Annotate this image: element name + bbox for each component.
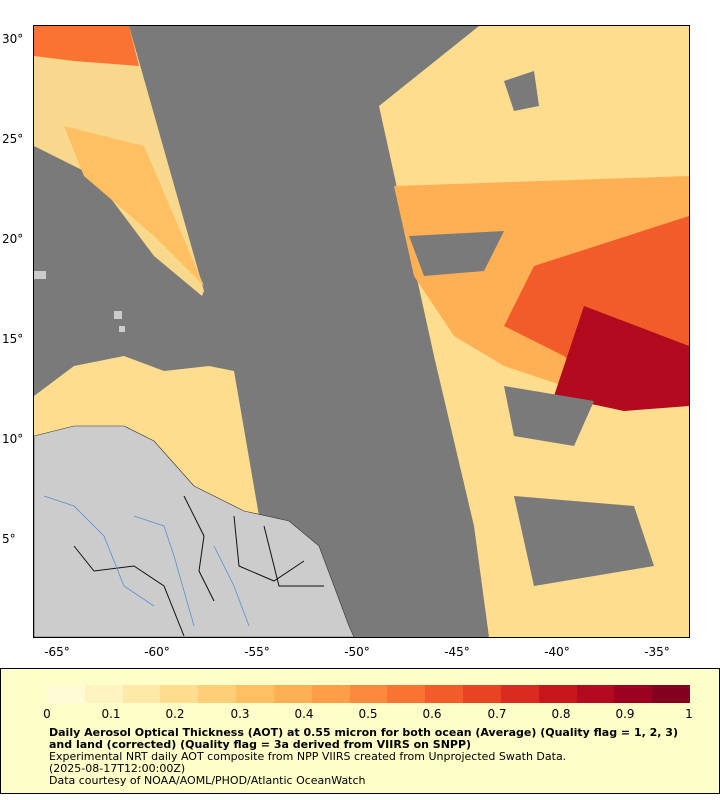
country-borders-2 [183, 495, 215, 602]
colorbar-swatch [387, 685, 426, 703]
colorbar-swatch [160, 685, 199, 703]
rivers-2 [133, 515, 195, 627]
colorbar-tick: 0.5 [358, 707, 378, 721]
colorbar-swatch [652, 685, 691, 703]
left-swath-plume [34, 26, 139, 66]
lat-tick-label: 25° [2, 132, 24, 146]
colorbar-tick: 0.8 [551, 707, 571, 721]
colorbar-swatch [84, 685, 123, 703]
colorbar-tick: 1 [685, 707, 693, 721]
left-swath-lower [34, 356, 259, 516]
lon-tick-label: -50° [344, 645, 370, 659]
island [34, 271, 46, 279]
colorbar-tick: 0.3 [230, 707, 250, 721]
colorbar-tick: 0.2 [165, 707, 185, 721]
colorbar-swatch [614, 685, 653, 703]
cloud-gap-2 [409, 231, 504, 276]
lat-tick-label: 5° [2, 532, 16, 546]
lon-tick-label: -45° [444, 645, 470, 659]
colorbar-swatch [500, 685, 539, 703]
cloud-gap-3 [504, 386, 594, 446]
colorbar-tick: 0.1 [101, 707, 121, 721]
colorbar-swatch [122, 685, 161, 703]
colorbar-swatch [273, 685, 312, 703]
rivers [43, 495, 155, 607]
caption-title: Daily Aerosol Optical Thickness (AOT) at… [49, 726, 678, 751]
colorbar-swatch [425, 685, 464, 703]
colorbar-tick: 0.4 [294, 707, 314, 721]
country-borders [73, 545, 185, 637]
caption-line: Experimental NRT daily AOT composite fro… [49, 750, 567, 763]
colorbar-tick: 0.7 [487, 707, 507, 721]
lon-tick-label: -60° [144, 645, 170, 659]
map-frame[interactable] [33, 25, 690, 638]
colorbar-swatch [47, 685, 85, 703]
legend-panel: 0 0.1 0.2 0.3 0.4 0.5 0.6 0.7 0.8 0.9 1 … [0, 668, 720, 794]
caption-date: (2025-08-17T12:00:00Z) [49, 762, 186, 775]
lon-tick-label: -65° [44, 645, 70, 659]
left-swath-band [64, 126, 204, 286]
colorbar-swatch [349, 685, 388, 703]
colorbar-tick: 0.9 [615, 707, 635, 721]
lon-tick-label: -40° [544, 645, 570, 659]
colorbar [47, 685, 691, 703]
colorbar-swatch [538, 685, 577, 703]
south-america-land [34, 425, 355, 637]
colorbar-swatch [198, 685, 237, 703]
colorbar-tick: 0.6 [422, 707, 442, 721]
island [114, 311, 122, 319]
country-borders-4 [263, 525, 324, 587]
caption: Daily Aerosol Optical Thickness (AOT) at… [49, 727, 689, 787]
caption-credit: Data courtesy of NOAA/AOML/PHOD/Atlantic… [49, 774, 366, 787]
country-borders-3 [233, 515, 305, 582]
lat-tick-label: 10° [2, 432, 24, 446]
aot-map [34, 26, 689, 637]
cloud-gap-4 [514, 496, 654, 586]
lon-tick-label: -55° [244, 645, 270, 659]
lon-tick-label: -35° [644, 645, 670, 659]
cloud-gap-1 [504, 71, 539, 111]
right-swath-darkred-core [554, 306, 689, 411]
lat-tick-label: 15° [2, 332, 24, 346]
colorbar-swatch [311, 685, 350, 703]
rivers-3 [213, 545, 250, 627]
colorbar-swatch [236, 685, 274, 703]
colorbar-swatch [463, 685, 501, 703]
lat-tick-label: 30° [2, 32, 24, 46]
lat-tick-label: 20° [2, 232, 24, 246]
colorbar-swatch [576, 685, 615, 703]
island [119, 326, 125, 332]
colorbar-tick: 0 [43, 707, 51, 721]
